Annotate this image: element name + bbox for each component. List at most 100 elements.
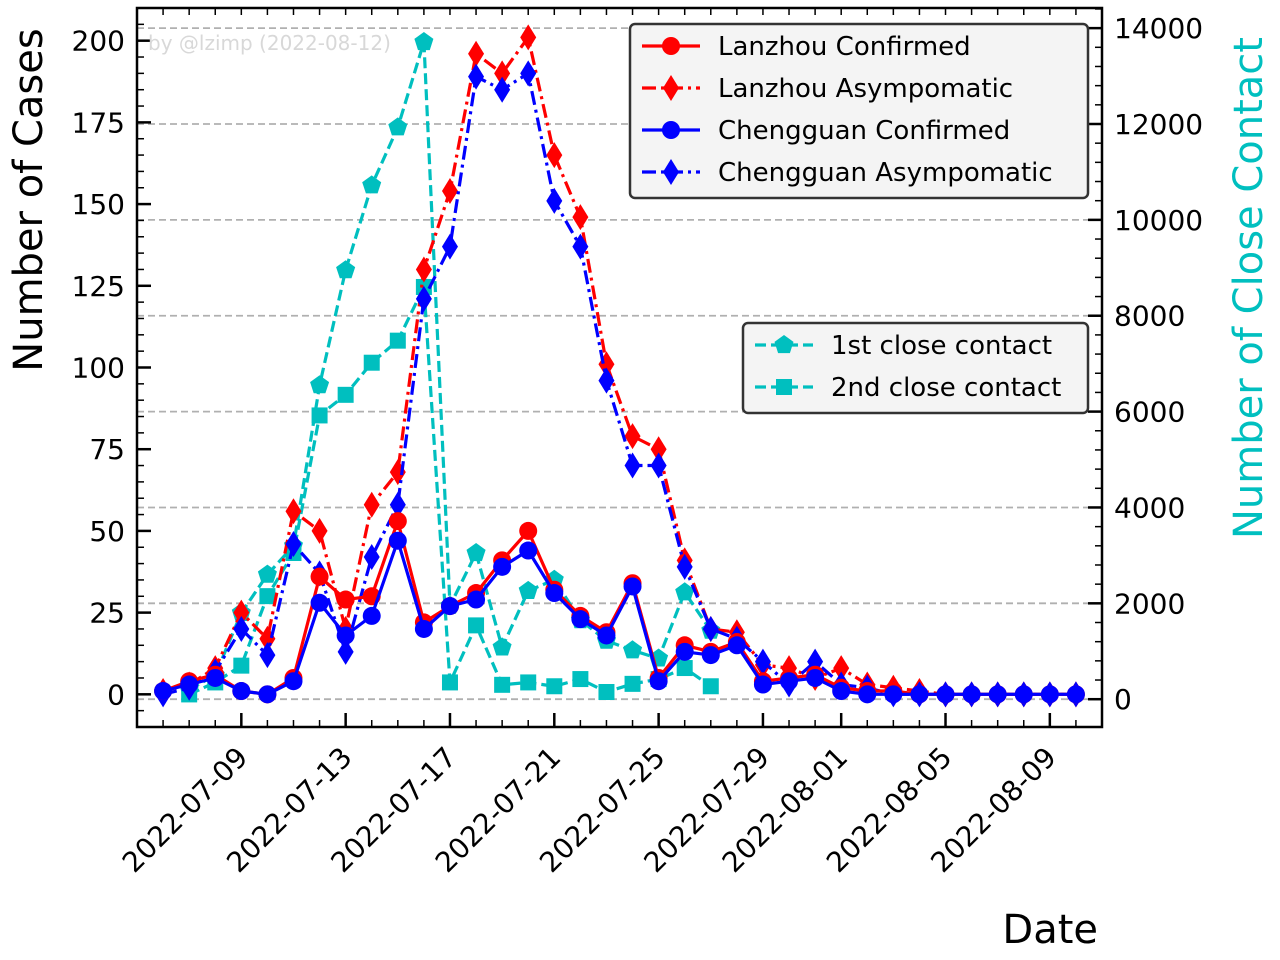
point-2nd-close-contact xyxy=(259,588,276,605)
point-chengguan-asympomatic xyxy=(285,530,302,557)
point-2nd-close-contact xyxy=(311,407,328,424)
point-lanzhou-asympomatic xyxy=(833,655,850,682)
point-2nd-close-contact xyxy=(389,332,406,349)
point-chengguan-confirmed xyxy=(362,606,381,625)
point-chengguan-confirmed xyxy=(336,626,355,645)
point-2nd-close-contact xyxy=(494,676,511,693)
legend-marker-chengguan-asympomatic xyxy=(663,159,679,185)
point-chengguan-confirmed xyxy=(414,619,433,638)
point-chengguan-asympomatic xyxy=(259,642,276,669)
legend-label-lanzhou-asympomatic: Lanzhou Asympomatic xyxy=(718,74,1013,104)
point-chengguan-asympomatic xyxy=(441,233,458,260)
legend-label-1st-close-contact: 1st close contact xyxy=(831,331,1052,361)
point-1st-close-contact xyxy=(310,375,330,394)
point-chengguan-asympomatic xyxy=(494,76,511,103)
point-chengguan-confirmed xyxy=(623,577,642,596)
point-chengguan-asympomatic xyxy=(415,285,432,312)
y-tick-label: 175 xyxy=(72,106,125,139)
point-chengguan-confirmed xyxy=(597,626,616,645)
point-lanzhou-confirmed xyxy=(388,512,407,531)
y-tick-label: 100 xyxy=(72,352,125,385)
point-1st-close-contact xyxy=(623,640,643,659)
point-lanzhou-asympomatic xyxy=(441,178,458,205)
legend-marker-lanzhou-confirmed xyxy=(662,37,680,55)
point-chengguan-asympomatic xyxy=(572,233,589,260)
legend-label-chengguan-asympomatic: Chengguan Asympomatic xyxy=(718,158,1053,188)
legend-label-lanzhou-confirmed: Lanzhou Confirmed xyxy=(718,32,971,62)
point-lanzhou-asympomatic xyxy=(650,436,667,463)
point-1st-close-contact xyxy=(466,543,486,562)
point-chengguan-confirmed xyxy=(154,682,173,701)
point-chengguan-confirmed xyxy=(1066,685,1085,704)
point-chengguan-asympomatic xyxy=(650,452,667,479)
point-chengguan-confirmed xyxy=(519,541,538,560)
point-chengguan-confirmed xyxy=(180,675,199,694)
point-lanzhou-asympomatic xyxy=(624,423,641,450)
point-chengguan-asympomatic xyxy=(233,615,250,642)
point-lanzhou-asympomatic xyxy=(572,204,589,231)
point-chengguan-confirmed xyxy=(284,672,303,691)
point-chengguan-confirmed xyxy=(884,685,903,704)
point-chengguan-confirmed xyxy=(910,685,929,704)
point-1st-close-contact xyxy=(675,582,695,601)
point-chengguan-confirmed xyxy=(571,610,590,629)
y-tick-label: 25 xyxy=(89,597,125,630)
point-chengguan-asympomatic xyxy=(702,615,719,642)
point-chengguan-confirmed xyxy=(467,590,486,609)
y2-tick-label: 4000 xyxy=(1114,491,1185,524)
point-chengguan-asympomatic xyxy=(520,60,537,87)
point-chengguan-asympomatic xyxy=(468,63,485,90)
point-2nd-close-contact xyxy=(676,660,693,677)
series-layer xyxy=(154,24,1085,708)
point-chengguan-confirmed xyxy=(545,584,564,603)
point-chengguan-confirmed xyxy=(962,685,981,704)
point-chengguan-confirmed xyxy=(701,646,720,665)
y2-tick-label: 2000 xyxy=(1114,587,1185,620)
point-lanzhou-asympomatic xyxy=(520,24,537,51)
point-2nd-close-contact xyxy=(520,674,537,691)
line-chengguan-confirmed xyxy=(162,539,1076,696)
point-2nd-close-contact xyxy=(337,386,354,403)
point-chengguan-confirmed xyxy=(1014,685,1033,704)
point-chengguan-asympomatic xyxy=(546,187,563,214)
series-chengguan-confirmed xyxy=(154,531,1085,704)
point-chengguan-confirmed xyxy=(832,682,851,701)
point-chengguan-confirmed xyxy=(310,593,329,612)
point-lanzhou-asympomatic xyxy=(363,491,380,518)
point-lanzhou-asympomatic xyxy=(468,40,485,67)
point-chengguan-confirmed xyxy=(1040,685,1059,704)
y2-tick-label: 12000 xyxy=(1114,108,1203,141)
y2-tick-label: 6000 xyxy=(1114,396,1185,429)
point-chengguan-asympomatic xyxy=(676,553,693,580)
legend-frame xyxy=(741,321,1090,415)
point-2nd-close-contact xyxy=(546,678,563,695)
legend-marker-2nd-close-contact xyxy=(776,379,792,395)
point-2nd-close-contact xyxy=(468,617,485,634)
point-chengguan-confirmed xyxy=(232,682,251,701)
point-chengguan-confirmed xyxy=(858,685,877,704)
point-chengguan-confirmed xyxy=(806,668,825,687)
legend-label-chengguan-confirmed: Chengguan Confirmed xyxy=(718,116,1010,146)
point-chengguan-confirmed xyxy=(649,672,668,691)
point-chengguan-confirmed xyxy=(753,675,772,694)
point-chengguan-confirmed xyxy=(727,636,746,655)
point-1st-close-contact xyxy=(362,175,382,194)
legend-contacts: 1st close contact 2nd close contact xyxy=(741,321,1090,415)
point-2nd-close-contact xyxy=(233,657,250,674)
y-tick-label: 50 xyxy=(89,515,125,548)
point-chengguan-confirmed xyxy=(388,531,407,550)
point-lanzhou-asympomatic xyxy=(415,256,432,283)
y2-tick-label: 8000 xyxy=(1114,300,1185,333)
point-lanzhou-confirmed xyxy=(519,521,538,540)
y-tick-label: 200 xyxy=(72,25,125,58)
point-2nd-close-contact xyxy=(598,684,615,701)
point-1st-close-contact xyxy=(518,580,538,599)
point-lanzhou-confirmed xyxy=(336,590,355,609)
y-tick-label: 150 xyxy=(72,188,125,221)
y-tick-label: 125 xyxy=(72,270,125,303)
point-1st-close-contact xyxy=(492,637,512,656)
point-chengguan-confirmed xyxy=(675,642,694,661)
x-axis-title: Date xyxy=(1002,907,1098,953)
y2-tick-label: 10000 xyxy=(1114,204,1203,237)
point-chengguan-confirmed xyxy=(440,597,459,616)
